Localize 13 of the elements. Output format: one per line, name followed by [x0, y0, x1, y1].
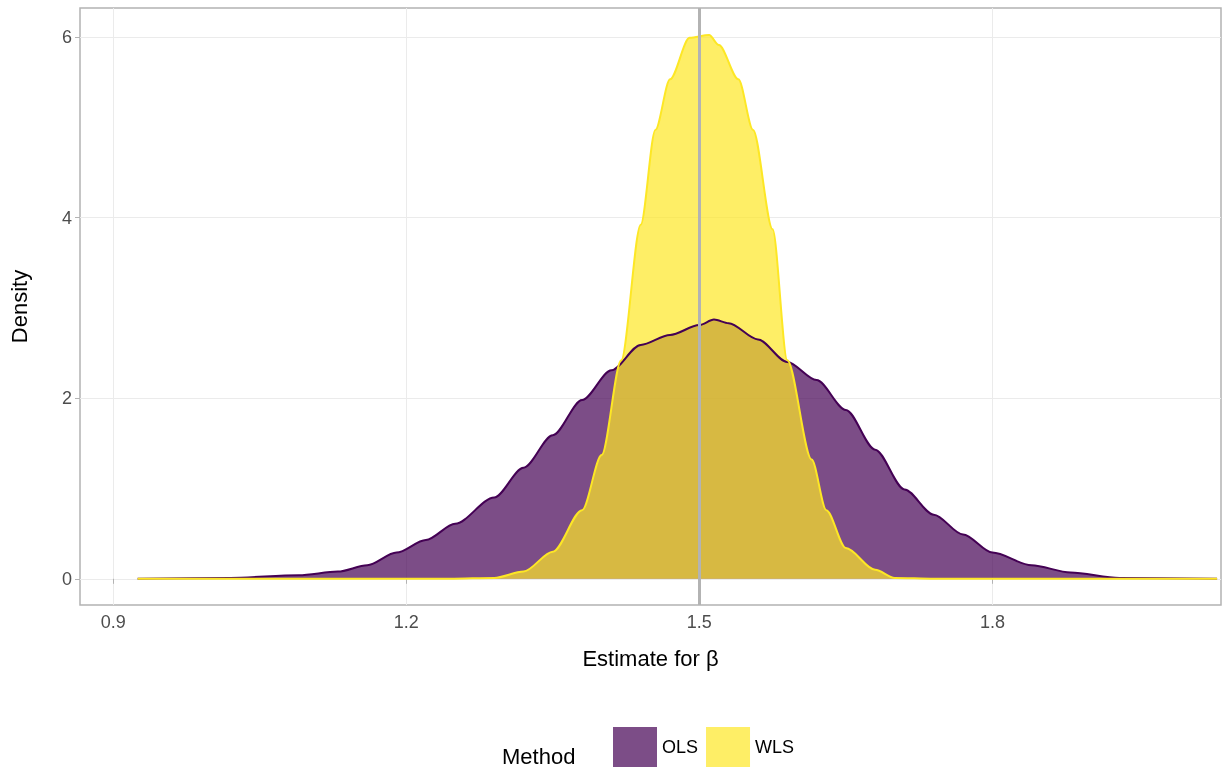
x-tick-label: 1.5: [686, 612, 712, 632]
x-axis-title: Estimate for β: [582, 645, 719, 671]
legend-label: OLS: [662, 737, 699, 757]
legend-label: WLS: [755, 737, 795, 757]
x-tick-label: 1.2: [393, 612, 419, 632]
x-tick-label: 1.8: [979, 612, 1005, 632]
x-tick-label: 0.9: [100, 612, 126, 632]
y-tick-label: 4: [61, 207, 72, 228]
y-tick-label: 0: [61, 568, 72, 589]
y-axis-title: Density: [6, 269, 32, 344]
legend-title: Method: [502, 743, 576, 769]
y-tick-label: 2: [61, 388, 72, 409]
y-tick-label: 6: [61, 26, 72, 47]
